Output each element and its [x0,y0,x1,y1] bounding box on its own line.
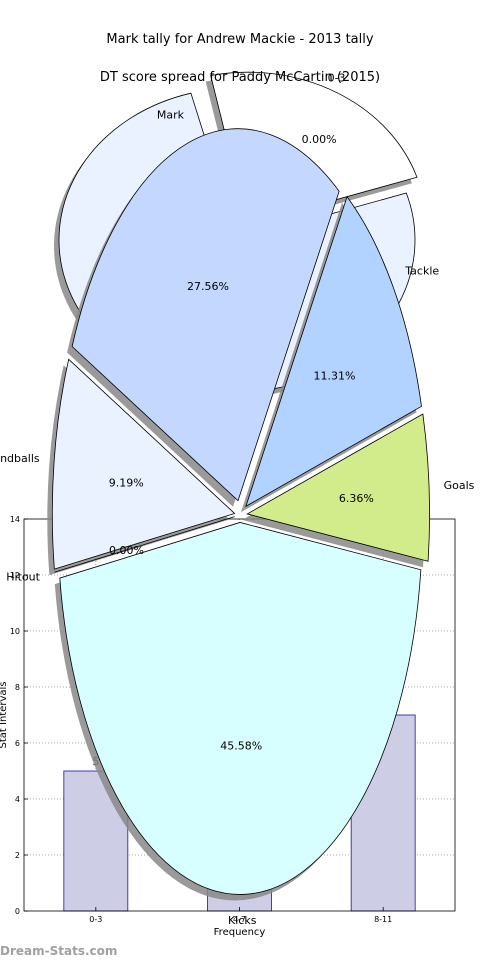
y-tick-label: 2 [15,851,20,860]
wedge-tackle [245,195,422,508]
y-tick-label: 0 [15,907,20,916]
y-tick-label: 8 [15,683,20,692]
y-tick-label: 4 [15,795,20,804]
wedge-label: Tackle [404,264,439,277]
bar-chart-title: Mark tally for Andrew Mackie - 2013 tall… [106,32,373,47]
y-axis-label: Stat Intervals [0,681,9,748]
wedge-label: 0-3 [328,71,346,84]
wedge-goals [246,413,430,562]
plot-frame [23,518,456,912]
wedge-label: Mark [157,108,185,121]
wedge-pct-label: 6.36% [339,492,374,505]
dt-score-pie: Mark 27.56% Handballs 9.19% Hitout 0.00% Kicks… [0,108,475,927]
wedge-hitout [54,516,235,573]
wedge-pct-label: 9.19% [109,477,144,490]
wedge-label: Handballs [0,452,40,465]
wedge-handballs [51,358,236,570]
y-tick-label: 12 [10,571,20,580]
wedge-label: Kicks [228,914,257,927]
y-tick-label: 6 [15,739,20,748]
wedge-kicks [59,522,422,895]
x-tick-label: 0-3 [89,915,102,924]
x-axis-label: Frequency [214,927,266,938]
dt-pie-title: DT score spread for Paddy McCartin (2015… [100,70,380,85]
y-tick-label: 14 [10,515,20,524]
wedge-pct-label: 11.31% [313,369,355,382]
wedge-pct-label: 27.56% [187,280,229,293]
x-tick-label: 4-7 [233,915,246,924]
watermark: Dream-Stats.com [0,944,117,958]
y-tick-label: 10 [10,627,20,636]
wedge-mark [71,128,340,502]
wedge-label: Hitout [6,571,40,584]
wedge-label: Goals [444,479,475,492]
x-tick-label: 8-11 [374,915,392,924]
wedge-pct-label: 45.58% [220,740,262,753]
wedge-pct-label: 0.00% [302,133,337,146]
wedge-pct-label: 0.00% [109,544,144,557]
